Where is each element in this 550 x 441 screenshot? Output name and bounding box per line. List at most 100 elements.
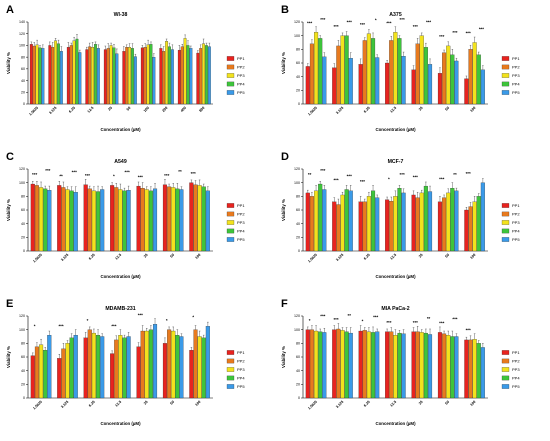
chart-title: MCF-7 [388,159,404,165]
significance-marker: *** [466,171,471,176]
legend-swatch [226,237,235,242]
bar-pp3 [393,335,398,399]
bar-pp3 [183,38,187,105]
y-tick-label: 80 [296,342,300,346]
significance-marker: * [87,318,89,323]
y-tick-label: 0 [23,396,25,400]
significance-marker: *** [386,20,391,25]
chart-panel: D MCF-7 Viability % 0 20 40 60 80 100 120 1.5625 3.… [275,147,550,294]
bar-pp5 [348,190,353,252]
x-tick-label: 25 [143,400,149,406]
bar-pp1 [305,192,310,252]
bar-pp5 [401,333,406,399]
significance-marker: ** [308,172,312,177]
significance-marker: *** [72,169,77,174]
bar-pp3 [393,32,398,105]
bar-pp2 [468,206,473,252]
x-tick-label: 100 [194,400,201,407]
bar-pp1 [196,52,200,105]
legend-label: PP2 [237,212,245,217]
significance-marker: *** [466,31,471,36]
significance-marker: *** [386,320,391,325]
x-tick-label: 6.25 [88,253,96,261]
legend-label: PP5 [512,90,520,95]
y-tick-label: 20 [21,90,25,94]
significance-marker: *** [439,321,444,326]
bar-pp4 [186,45,190,105]
y-tick-label: 120 [19,32,25,36]
bar-pp4 [69,337,74,399]
x-tick-label: 50 [126,106,132,112]
bar-pp1 [103,49,107,105]
bar-pp1 [332,329,337,399]
bar-pp4 [201,186,206,252]
bar-pp2 [167,186,172,252]
bar-pp1 [136,185,141,252]
bar-pp4 [397,332,402,399]
bar-pp5 [126,190,131,252]
bar-pp4 [43,188,48,252]
bar-pp5 [179,189,184,252]
chart-panel: B A375 Viability % 0 20 40 60 80 100 120 1.5625 3.1… [275,0,550,147]
bar-pp4 [423,332,428,399]
bar-pp2 [309,43,314,105]
significance-marker: *** [466,327,471,332]
bar-pp3 [366,196,371,252]
bar-pp4 [450,336,455,399]
bar-pp4 [94,44,97,105]
bar-pp5 [100,189,105,252]
significance-marker: *** [320,17,325,22]
bar-pp3 [314,190,319,252]
bar-pp5 [454,60,459,105]
x-tick-label: 100 [194,253,201,260]
bar-pp3 [366,331,371,399]
significance-marker: * [362,319,364,324]
x-tick-label: 6.25 [68,106,76,114]
bar-pp3 [446,335,451,399]
bar-pp5 [375,197,380,252]
bar-pp2 [442,52,447,105]
legend-label: PP1 [512,56,520,61]
y-tick-label: 140 [19,20,25,24]
legend-label: PP2 [237,359,245,364]
bar-pp2 [336,45,341,105]
bar-pp3 [472,201,477,252]
bar-pp4 [450,54,455,105]
bar-pp4 [148,329,153,399]
bar-pp5 [375,57,380,105]
bar-pp3 [393,196,398,252]
y-axis-label: Viability % [6,199,11,221]
y-tick-label: 20 [21,383,25,387]
significance-marker: * [309,318,311,323]
significance-marker: * [375,18,377,23]
bar-pp1 [305,66,310,105]
x-tick-label: 3.125 [335,106,344,115]
bar-pp4 [318,331,323,399]
y-tick-label: 100 [19,44,25,48]
bar-pp1 [110,185,115,252]
significance-marker: ** [59,174,63,179]
significance-marker: *** [32,172,37,177]
significance-marker: *** [413,320,418,325]
x-tick-label: 25 [418,106,424,112]
bar-pp1 [57,185,62,252]
bar-pp2 [468,339,473,399]
bar-pp3 [144,330,149,399]
legend-swatch [501,81,510,87]
significance-marker: *** [373,314,378,319]
chart-title: WI-38 [114,12,128,18]
x-tick-label: 3.125 [48,106,57,115]
bar-pp3 [128,47,132,105]
bar-pp2 [193,329,198,399]
bar-pp2 [180,46,184,105]
legend-label: PP3 [237,367,245,372]
bar-pp3 [118,335,123,399]
legend-swatch [226,64,235,70]
bar-pp2 [309,196,314,252]
bar-pp2 [88,46,92,105]
bar-pp5 [189,48,193,105]
legend-swatch [226,73,235,78]
y-tick-label: 60 [21,67,25,71]
bar-pp5 [322,189,327,252]
